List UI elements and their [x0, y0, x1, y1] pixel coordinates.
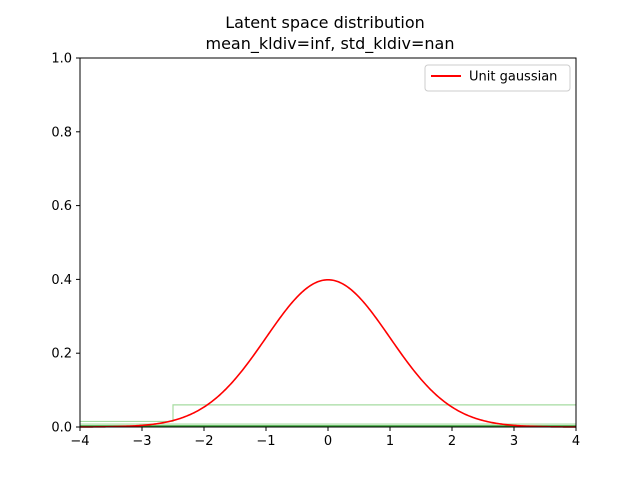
series-line-unit-gaussian	[80, 278, 576, 428]
x-tick-label: 4	[572, 434, 580, 449]
y-tick-label: 0.0	[51, 421, 72, 436]
x-tick-label: −3	[132, 434, 151, 449]
x-tick-label: −2	[194, 434, 213, 449]
series-layer	[80, 278, 576, 428]
plot-area	[80, 58, 576, 427]
x-tick-label: −1	[256, 434, 275, 449]
x-tick-label: 1	[386, 434, 394, 449]
legend-label-unit-gaussian: Unit gaussian	[469, 70, 557, 85]
y-tick-label: 0.2	[51, 347, 72, 362]
legend: Unit gaussian	[424, 64, 571, 92]
y-tick-label: 0.4	[51, 273, 72, 288]
chart-subtitle: mean_kldiv=inf, std_kldiv=nan	[206, 34, 455, 54]
y-tick-label: 1.0	[51, 52, 72, 67]
x-tick-label: 2	[448, 434, 456, 449]
histogram-outline-1	[80, 404, 576, 423]
x-tick-label: −4	[70, 434, 89, 449]
chart-title: Latent space distribution	[225, 13, 425, 32]
y-tick-label: 0.8	[51, 125, 72, 140]
x-tick-label: 0	[324, 434, 332, 449]
legend-box	[424, 64, 571, 92]
x-tick-label: 3	[510, 434, 518, 449]
y-axis: 0.0 0.2 0.4 0.6 0.8 1.0	[51, 52, 80, 436]
x-axis: −4 −3 −2 −1 0 1 2 3 4	[70, 427, 580, 449]
y-tick-label: 0.6	[51, 199, 72, 214]
